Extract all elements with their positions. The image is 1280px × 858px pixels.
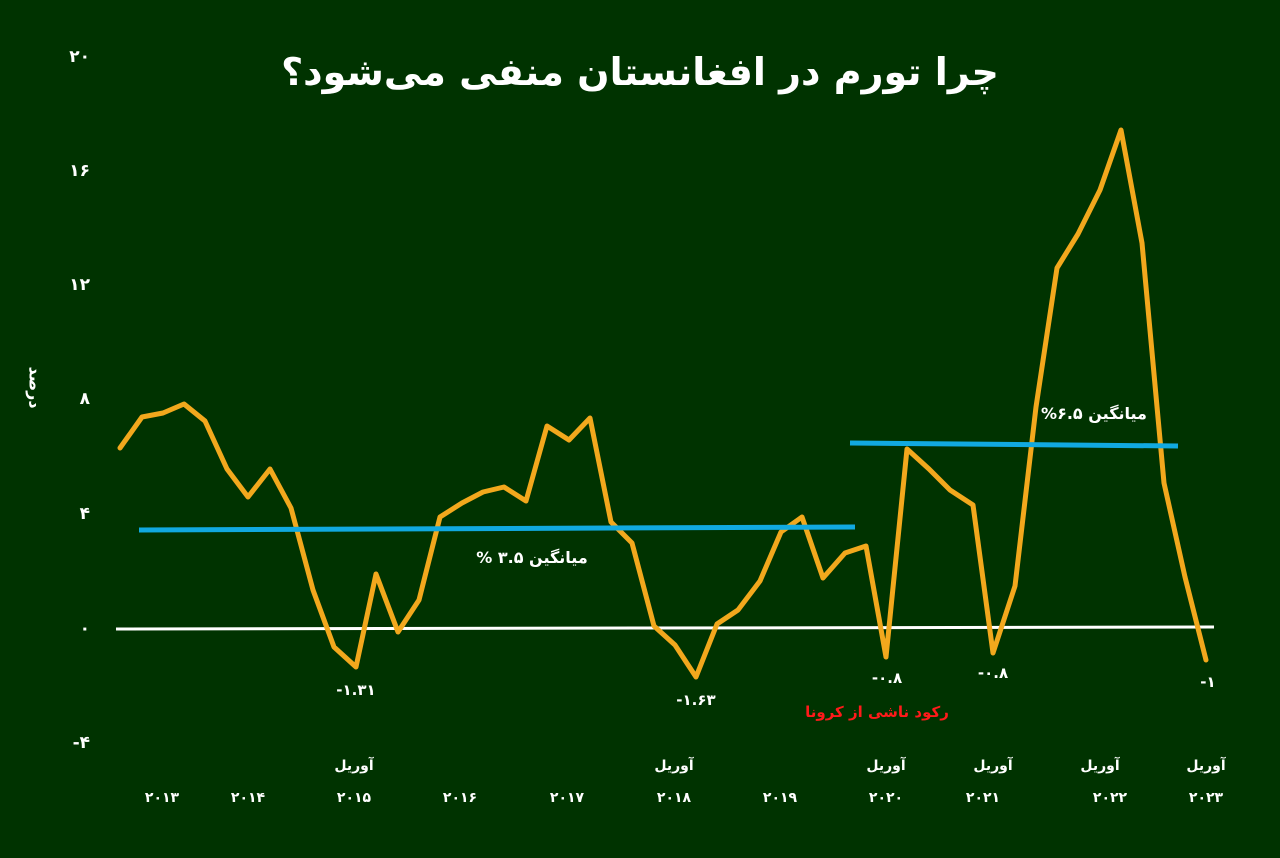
x-month-label: آوریل <box>654 758 694 774</box>
corona-recession-note: رکود ناشی از کرونا <box>805 703 949 721</box>
y-tick: -۴ <box>72 733 90 753</box>
x-year-label: ۲۰۲۰ <box>868 790 904 806</box>
x-year-label: ۲۰۱۶ <box>442 790 478 806</box>
average-label-2: میانگین ۶.۵% <box>1041 404 1147 423</box>
x-year-label: ۲۰۲۳ <box>1188 790 1224 806</box>
x-year-label: ۲۰۱۳ <box>144 790 180 806</box>
y-tick: ۸ <box>79 389 90 409</box>
min-label-2018: -۱.۶۳ <box>676 691 716 709</box>
inflation-line <box>117 127 1209 680</box>
x-year-label: ۲۰۱۹ <box>762 790 798 806</box>
x-month-label: آوریل <box>973 758 1013 774</box>
min-label-2023: -۱ <box>1200 673 1216 691</box>
x-month-label: آوریل <box>866 758 906 774</box>
min-label-2020: -۰.۸ <box>871 669 903 687</box>
x-year-label: ۲۰۱۴ <box>230 790 266 806</box>
zero-line <box>115 625 1215 631</box>
average-line-2013-2020 <box>138 524 856 533</box>
x-month-label: آوریل <box>334 758 374 774</box>
x-month-label: آوریل <box>1186 758 1226 774</box>
chart-title: چرا تورم در افغانستان منفی می‌شود؟ <box>281 50 999 94</box>
x-year-label: ۲۰۲۲ <box>1092 790 1128 806</box>
y-tick: ۲۰ <box>69 47 90 67</box>
y-tick: ۰ <box>79 619 90 639</box>
x-year-label: ۲۰۲۱ <box>965 790 1001 806</box>
x-year-label: ۲۰۱۷ <box>549 790 585 806</box>
y-tick: ۱۶ <box>69 161 90 181</box>
x-year-label: ۲۰۱۵ <box>336 790 372 806</box>
min-label-2015: -۱.۳۱ <box>336 681 376 699</box>
x-year-label: ۲۰۱۸ <box>656 790 692 806</box>
y-tick: ۱۲ <box>69 275 90 295</box>
x-month-label: آوریل <box>1080 758 1120 774</box>
y-tick: ۴ <box>79 504 90 524</box>
average-label-1: میانگین ۳.۵ % <box>476 548 588 567</box>
min-label-2021: -۰.۸ <box>977 664 1009 682</box>
average-line-2020-2023 <box>849 440 1179 449</box>
